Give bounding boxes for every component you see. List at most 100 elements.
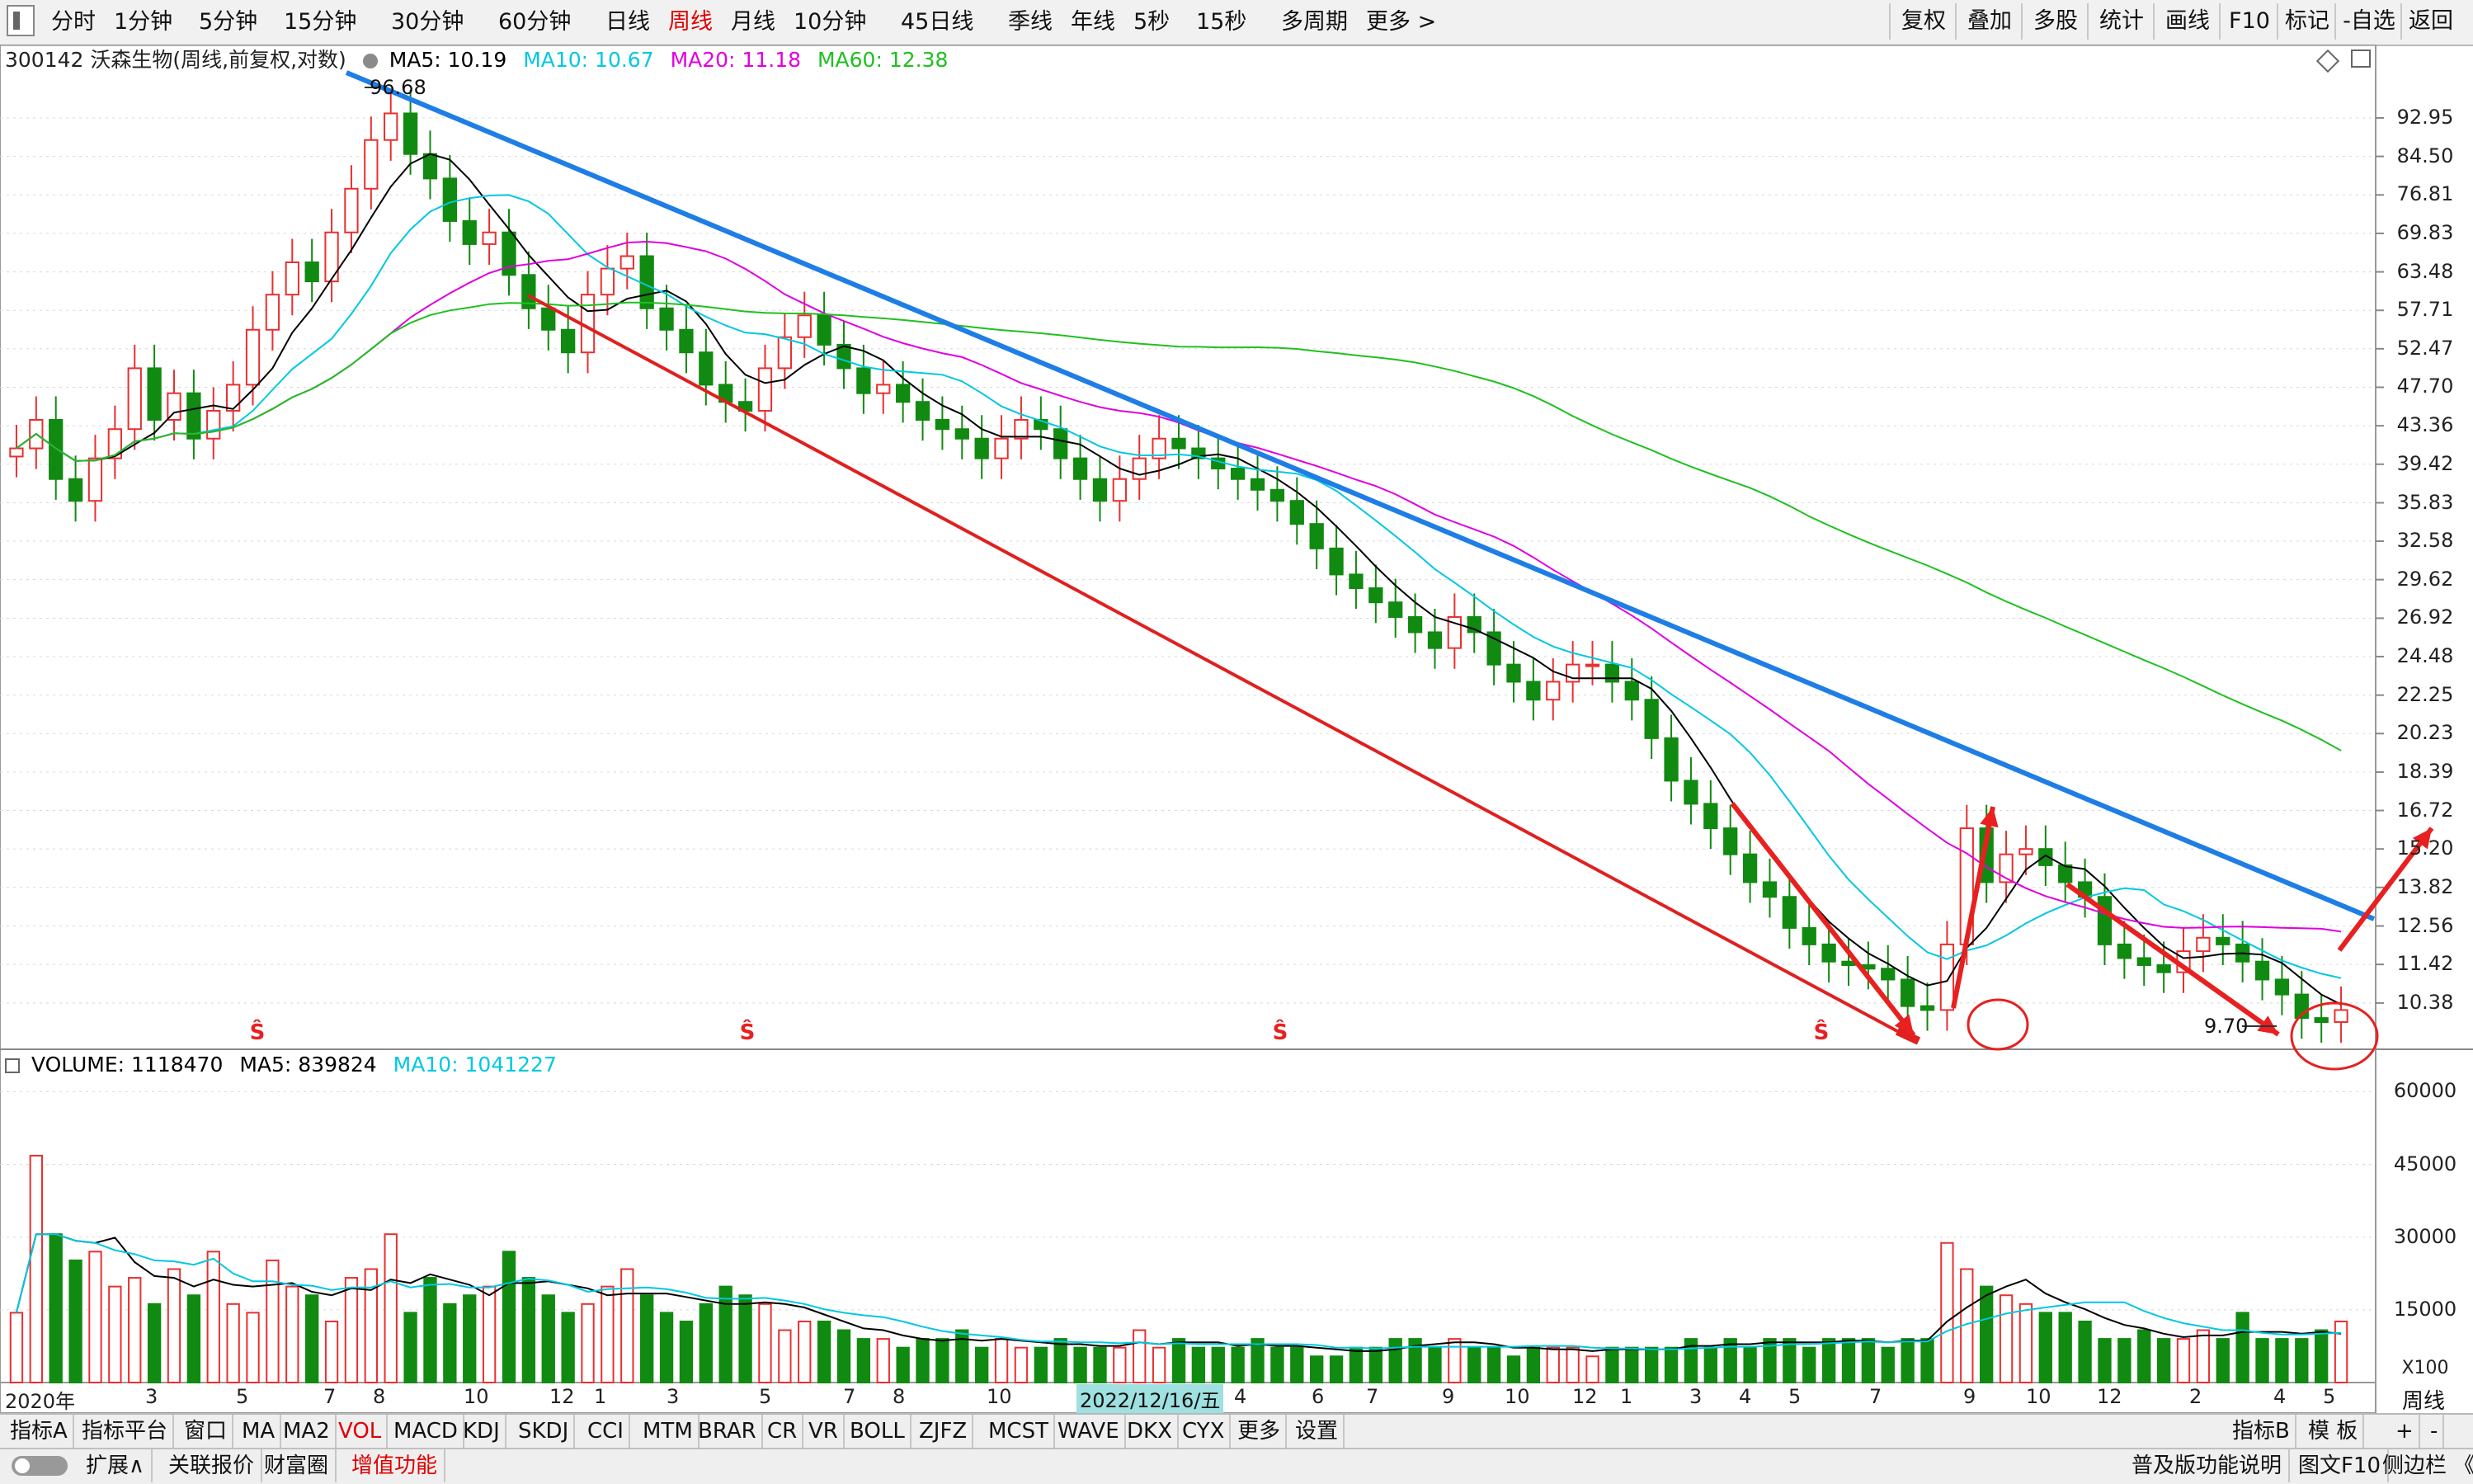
indicator-tab-12[interactable]: CR: [762, 1415, 804, 1448]
volume-bar: [521, 1277, 536, 1384]
price-tick-17: 18.39: [2396, 759, 2454, 783]
candle: [2196, 936, 2211, 953]
period-tab-7[interactable]: 周线: [668, 9, 713, 35]
period-tab-0[interactable]: 分时: [51, 9, 96, 35]
indicator-right-3[interactable]: -: [2425, 1415, 2445, 1448]
candle: [1034, 418, 1048, 431]
func-right-0[interactable]: 普及版功能说明: [2125, 1449, 2291, 1482]
candle: [364, 139, 379, 190]
period-tab-3[interactable]: 15分钟: [284, 9, 357, 35]
indicator-tab-6[interactable]: MACD: [389, 1415, 464, 1448]
indicator-tab-7[interactable]: KDJ: [458, 1415, 506, 1448]
indicator-tab-16[interactable]: MCST: [983, 1415, 1055, 1448]
ma10-value: MA10: 10.67: [523, 48, 654, 72]
volume-bar: [581, 1303, 595, 1383]
func-right-2[interactable]: 侧边栏 《: [2376, 1449, 2473, 1482]
indicator-right-0[interactable]: 指标B: [2227, 1415, 2296, 1448]
period-tab-16[interactable]: 更多 >: [1366, 9, 1437, 35]
indicator-tab-1[interactable]: 指标平台: [77, 1415, 175, 1448]
split-marker-3: Ŝ: [1814, 1019, 1830, 1045]
indicator-tab-11[interactable]: BRAR: [693, 1415, 763, 1448]
period-label[interactable]: 周线: [2402, 1389, 2446, 1414]
red-arrow-up-2-head: [2412, 828, 2432, 850]
date-tick-20: 1: [1620, 1385, 1633, 1408]
indicator-tab-5[interactable]: VOL: [333, 1415, 389, 1448]
indicator-tab-18[interactable]: DKX: [1122, 1415, 1179, 1448]
period-tab-12[interactable]: 年线: [1071, 9, 1115, 35]
maximize-icon[interactable]: [2351, 49, 2371, 68]
price-tick-12: 29.62: [2396, 567, 2454, 591]
volume-bar: [1486, 1346, 1501, 1384]
indicator-right-1[interactable]: 模 板: [2303, 1415, 2365, 1448]
red-arrow-up-2: [2337, 827, 2434, 952]
volume-bar: [443, 1303, 457, 1383]
tool-button-8[interactable]: 返回: [2400, 3, 2460, 40]
volume-bar: [561, 1312, 575, 1384]
period-tab-11[interactable]: 季线: [1008, 9, 1053, 35]
candle: [2274, 978, 2290, 996]
func-tab-1[interactable]: 关联报价: [162, 1449, 263, 1482]
volume-bar: [1467, 1346, 1481, 1384]
volume-bar: [1566, 1346, 1580, 1384]
indicator-tab-8[interactable]: SKDJ: [513, 1415, 576, 1448]
ma5-line: [16, 153, 2342, 1006]
indicator-tab-2[interactable]: 窗口: [179, 1415, 234, 1448]
candle: [639, 255, 654, 309]
candle: [462, 219, 477, 245]
indicator-tab-20[interactable]: 更多: [1232, 1415, 1288, 1448]
period-tab-14[interactable]: 15秒: [1196, 9, 1247, 35]
indicator-tab-17[interactable]: WAVE: [1053, 1415, 1126, 1448]
red-arrow-down-1: [1730, 802, 1916, 1037]
period-tab-10[interactable]: 45日线: [901, 9, 974, 35]
func-tab-3[interactable]: 增值功能: [345, 1449, 446, 1482]
indicator-tab-4[interactable]: MA2: [278, 1415, 337, 1448]
indicator-tab-13[interactable]: VR: [803, 1415, 845, 1448]
theme-toggle[interactable]: [12, 1456, 68, 1476]
period-tab-13[interactable]: 5秒: [1133, 9, 1171, 35]
period-tab-4[interactable]: 30分钟: [391, 9, 464, 35]
indicator-tab-15[interactable]: ZJFZ: [914, 1415, 974, 1448]
red-arrow-down-2-head: [2257, 1015, 2278, 1034]
func-tab-2[interactable]: 财富圈: [257, 1449, 337, 1482]
indicator-tab-14[interactable]: BOLL: [845, 1415, 911, 1448]
indicator-tab-0[interactable]: 指标A: [5, 1415, 74, 1448]
period-tab-9[interactable]: 10分钟: [794, 9, 867, 35]
period-tab-6[interactable]: 日线: [605, 9, 650, 35]
candle: [245, 328, 261, 386]
tool-button-1[interactable]: 叠加: [1955, 3, 2023, 40]
volume-bar: [1802, 1346, 1816, 1384]
indicator-tab-21[interactable]: 设置: [1290, 1415, 1345, 1448]
indicator-tab-3[interactable]: MA: [237, 1415, 282, 1448]
tool-button-4[interactable]: 画线: [2153, 3, 2221, 40]
indicator-right-2[interactable]: +: [2391, 1415, 2420, 1448]
red-arrow-up-1-head: [1980, 807, 1999, 828]
tool-button-7[interactable]: -自选: [2334, 3, 2402, 40]
indicator-tab-10[interactable]: MTM: [638, 1415, 700, 1448]
tool-button-6[interactable]: 标记: [2277, 3, 2336, 40]
date-tick-12: 10: [987, 1385, 1012, 1408]
period-tab-1[interactable]: 1分钟: [114, 9, 173, 35]
indicator-dot-icon[interactable]: [362, 54, 378, 68]
func-tab-0[interactable]: 扩展∧: [79, 1449, 153, 1482]
period-tab-8[interactable]: 月线: [731, 9, 775, 35]
tool-button-0[interactable]: 复权: [1889, 3, 1957, 40]
candle: [1014, 418, 1029, 440]
tool-button-2[interactable]: 多股: [2021, 3, 2089, 40]
price-tick-8: 43.36: [2396, 413, 2454, 437]
volume-bar: [1270, 1346, 1284, 1384]
sidebar-toggle-icon[interactable]: [7, 5, 35, 36]
tool-button-5[interactable]: F10: [2219, 3, 2278, 40]
candle: [1841, 960, 1856, 966]
indicator-tab-19[interactable]: CYX: [1177, 1415, 1232, 1448]
tool-button-3[interactable]: 统计: [2087, 3, 2155, 40]
volume-bar: [1723, 1338, 1737, 1383]
period-tab-15[interactable]: 多周期: [1281, 9, 1348, 35]
volume-ma-line-1: [15, 1233, 2342, 1350]
volume-settings-icon[interactable]: [5, 1058, 20, 1073]
period-tab-5[interactable]: 60分钟: [498, 9, 572, 35]
func-right-1[interactable]: 图文F10: [2292, 1449, 2390, 1482]
period-tab-2[interactable]: 5分钟: [199, 9, 258, 35]
indicator-tab-9[interactable]: CCI: [582, 1415, 630, 1448]
price-tick-0: 92.95: [2396, 105, 2454, 129]
